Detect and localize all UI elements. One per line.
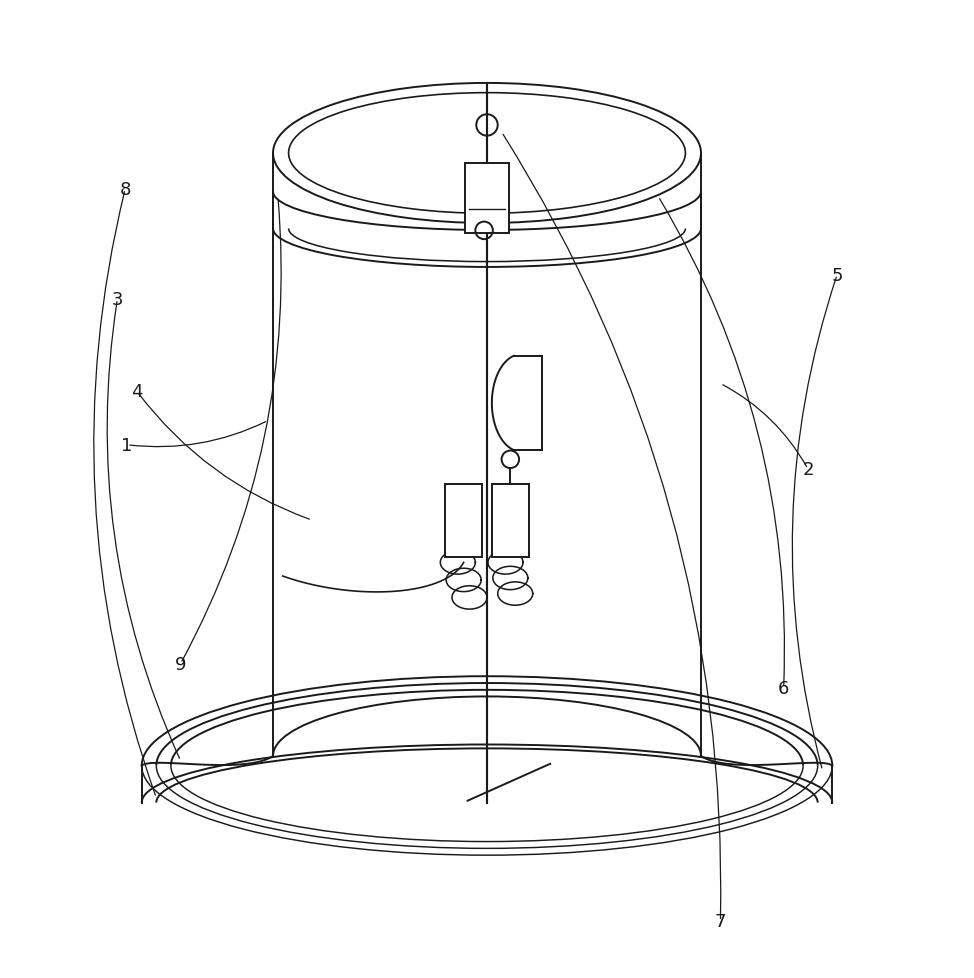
Text: 5: 5 (832, 266, 843, 285)
Bar (445, 484, 482, 557)
Text: 3: 3 (112, 290, 123, 308)
Text: 4: 4 (131, 382, 142, 401)
Text: 2: 2 (803, 461, 813, 478)
Text: 1: 1 (122, 436, 132, 454)
Text: 9: 9 (175, 655, 186, 673)
Text: 7: 7 (715, 912, 727, 930)
Bar (492, 484, 529, 557)
Text: 6: 6 (778, 679, 789, 697)
Text: 8: 8 (120, 181, 131, 199)
Bar (465, 164, 509, 235)
